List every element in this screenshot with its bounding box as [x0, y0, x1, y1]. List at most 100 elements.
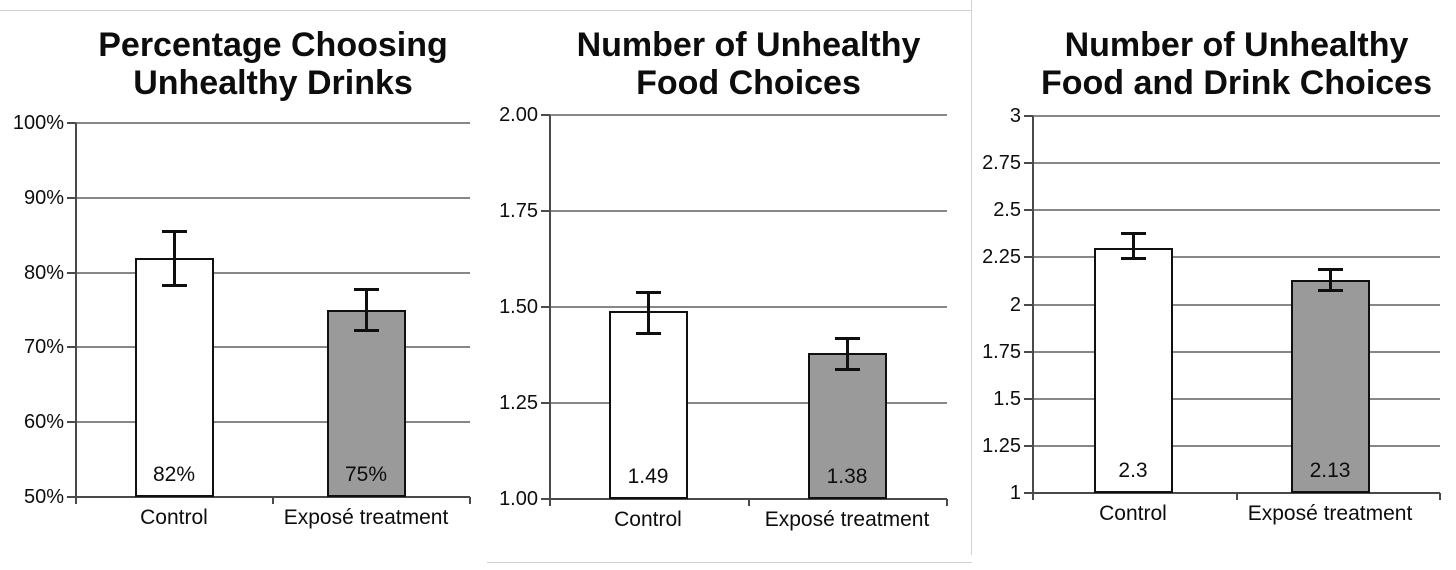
error-bar-cap-top	[161, 230, 187, 233]
bar-value-label-control: 2.3	[1118, 459, 1148, 482]
y-axis-tick-label: 70%	[23, 336, 64, 358]
chart-title-line: Food and Drink Choices	[1040, 64, 1433, 103]
error-bar-expose-treatment	[845, 338, 849, 370]
error-bar-control	[172, 231, 176, 286]
gridline	[550, 114, 947, 116]
y-axis-tick	[1024, 398, 1033, 400]
panel-divider-vertical	[971, 0, 972, 555]
bar-control	[608, 311, 688, 499]
y-axis-tick	[67, 122, 76, 124]
y-axis-tick	[541, 114, 550, 116]
y-axis-tick-label: 2.75	[982, 152, 1021, 174]
chart-title-line: Food Choices	[636, 64, 861, 103]
x-axis-tick	[469, 497, 471, 504]
chart-title: Number of Unhealthy Food Choices	[550, 26, 947, 103]
bar-control	[1093, 248, 1173, 493]
gridline	[1033, 115, 1440, 117]
error-bar-cap-bottom	[353, 329, 379, 332]
y-axis-tick-label: 2.5	[993, 199, 1021, 221]
y-axis-tick-label: 1.00	[499, 488, 538, 510]
error-bar-cap-top	[353, 288, 379, 291]
gridline	[1033, 209, 1440, 211]
gridline	[1033, 351, 1440, 353]
gridline	[76, 197, 470, 199]
y-axis-tick	[1024, 256, 1033, 258]
x-axis-category-label-control: Control	[1099, 502, 1167, 525]
bar-expose-treatment	[1290, 280, 1370, 493]
y-axis-tick	[67, 421, 76, 423]
y-axis-tick-label: 2.25	[982, 246, 1021, 268]
x-axis-tick	[272, 497, 274, 504]
y-axis-tick	[67, 346, 76, 348]
y-axis-tick	[1024, 162, 1033, 164]
gridline	[76, 122, 470, 124]
error-bar-control	[646, 292, 650, 334]
y-axis-tick	[67, 197, 76, 199]
x-axis-tick	[75, 497, 77, 504]
y-axis-tick-label: 1	[1009, 482, 1021, 504]
y-axis-tick	[541, 306, 550, 308]
x-axis-category-label-control: Control	[140, 506, 208, 529]
gridline	[1033, 256, 1440, 258]
y-axis-tick-label: 1.25	[982, 435, 1021, 457]
y-axis-tick	[67, 496, 76, 498]
y-axis-tick-label: 3	[1009, 105, 1021, 127]
error-bar-control	[1131, 233, 1135, 259]
bar-value-label-control: 1.49	[627, 465, 669, 488]
y-axis-tick	[1024, 115, 1033, 117]
error-bar-cap-bottom	[834, 368, 860, 371]
error-bar-cap-top	[635, 291, 661, 294]
bar-control	[134, 258, 214, 497]
y-axis-tick-label: 60%	[23, 411, 64, 433]
chart-panel-3: Number of Unhealthy Food and Drink Choice…	[970, 0, 1456, 570]
y-axis-tick-label: 80%	[23, 262, 64, 284]
x-axis-category-label-expose-treatment: Exposé treatment	[1247, 502, 1413, 525]
error-bar-expose-treatment	[364, 289, 368, 331]
chart-panel-2: Number of Unhealthy Food Choices 1.00 1.25 1…	[487, 0, 970, 570]
y-axis-line	[1032, 116, 1034, 494]
y-axis-tick-label: 1.75	[499, 200, 538, 222]
y-axis-tick-label: 2.00	[499, 104, 538, 126]
chart-title-line: Unhealthy Drinks	[133, 64, 413, 103]
x-axis-tick	[748, 499, 750, 506]
x-axis-category-label-expose-treatment: Exposé treatment	[764, 508, 930, 531]
chart-panel-1: Percentage Choosing Unhealthy Drinks 50% 60…	[0, 0, 487, 570]
chart-title: Number of Unhealthy Food and Drink Choice…	[1033, 26, 1440, 103]
y-axis-tick-label: 90%	[23, 187, 64, 209]
bar-value-label-control: 82%	[152, 463, 196, 486]
bar-expose-treatment	[326, 310, 406, 497]
gridline	[1033, 304, 1440, 306]
y-axis-tick-label: 100%	[12, 112, 64, 134]
x-axis-category-label-control: Control	[614, 508, 682, 531]
error-bar-cap-bottom	[1317, 289, 1343, 292]
y-axis-tick-label: 1.75	[982, 341, 1021, 363]
gridline	[1033, 398, 1440, 400]
error-bar-cap-bottom	[635, 332, 661, 335]
gridline	[76, 272, 470, 274]
gridline	[550, 210, 947, 212]
x-axis-tick	[946, 499, 948, 506]
y-axis-tick	[67, 272, 76, 274]
panel-divider-top	[0, 10, 971, 11]
y-axis-tick	[1024, 351, 1033, 353]
y-axis-tick-label: 1.25	[499, 392, 538, 414]
chart-title-line: Number of Unhealthy	[1064, 26, 1409, 64]
gridline	[76, 346, 470, 348]
gridline	[550, 402, 947, 404]
y-axis-line	[549, 115, 551, 500]
y-axis-tick	[1024, 445, 1033, 447]
bar-value-label-expose-treatment: 75%	[344, 463, 388, 486]
panel-divider-bottom	[487, 562, 972, 563]
chart-title-line: Percentage Choosing	[98, 26, 448, 64]
error-bar-cap-bottom	[161, 284, 187, 287]
bar-expose-treatment	[807, 353, 887, 499]
chart-title: Percentage Choosing Unhealthy Drinks	[76, 26, 470, 103]
x-axis-tick	[1439, 493, 1441, 500]
y-axis-tick-label: 2	[1009, 294, 1021, 316]
error-bar-cap-top	[1120, 232, 1146, 235]
y-axis-tick	[541, 210, 550, 212]
y-axis-tick	[541, 498, 550, 500]
x-axis-category-label-expose-treatment: Exposé treatment	[283, 506, 449, 529]
bar-value-label-expose-treatment: 2.13	[1309, 459, 1351, 482]
y-axis-tick-label: 1.50	[499, 296, 538, 318]
